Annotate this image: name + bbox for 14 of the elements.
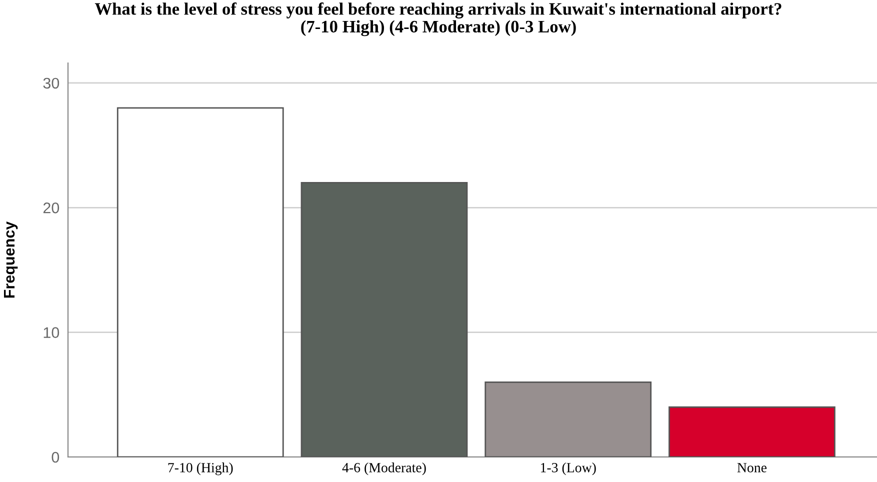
bar	[668, 406, 836, 457]
y-tick-label: 30	[43, 78, 60, 89]
x-tick-label: 1-3 (Low)	[540, 462, 596, 476]
x-tick-label: None	[737, 463, 767, 472]
bar	[484, 381, 652, 457]
y-tick-label: 0	[52, 452, 60, 463]
y-axis-title: Frequency	[4, 221, 18, 298]
chart-title: What is the level of stress you feel before reaching arrivals in Kuwait's international airport? (7-10 High) (4-6 Moderate) (0-3 Low)	[94, 2, 782, 36]
y-tick-label: 20	[43, 202, 60, 214]
y-tick-label: 10	[44, 327, 60, 338]
x-tick-label: 4-6 (Moderate)	[342, 462, 426, 476]
bar	[116, 107, 284, 457]
bar	[300, 182, 468, 457]
x-tick-label: 7-10 (High)	[168, 462, 233, 476]
